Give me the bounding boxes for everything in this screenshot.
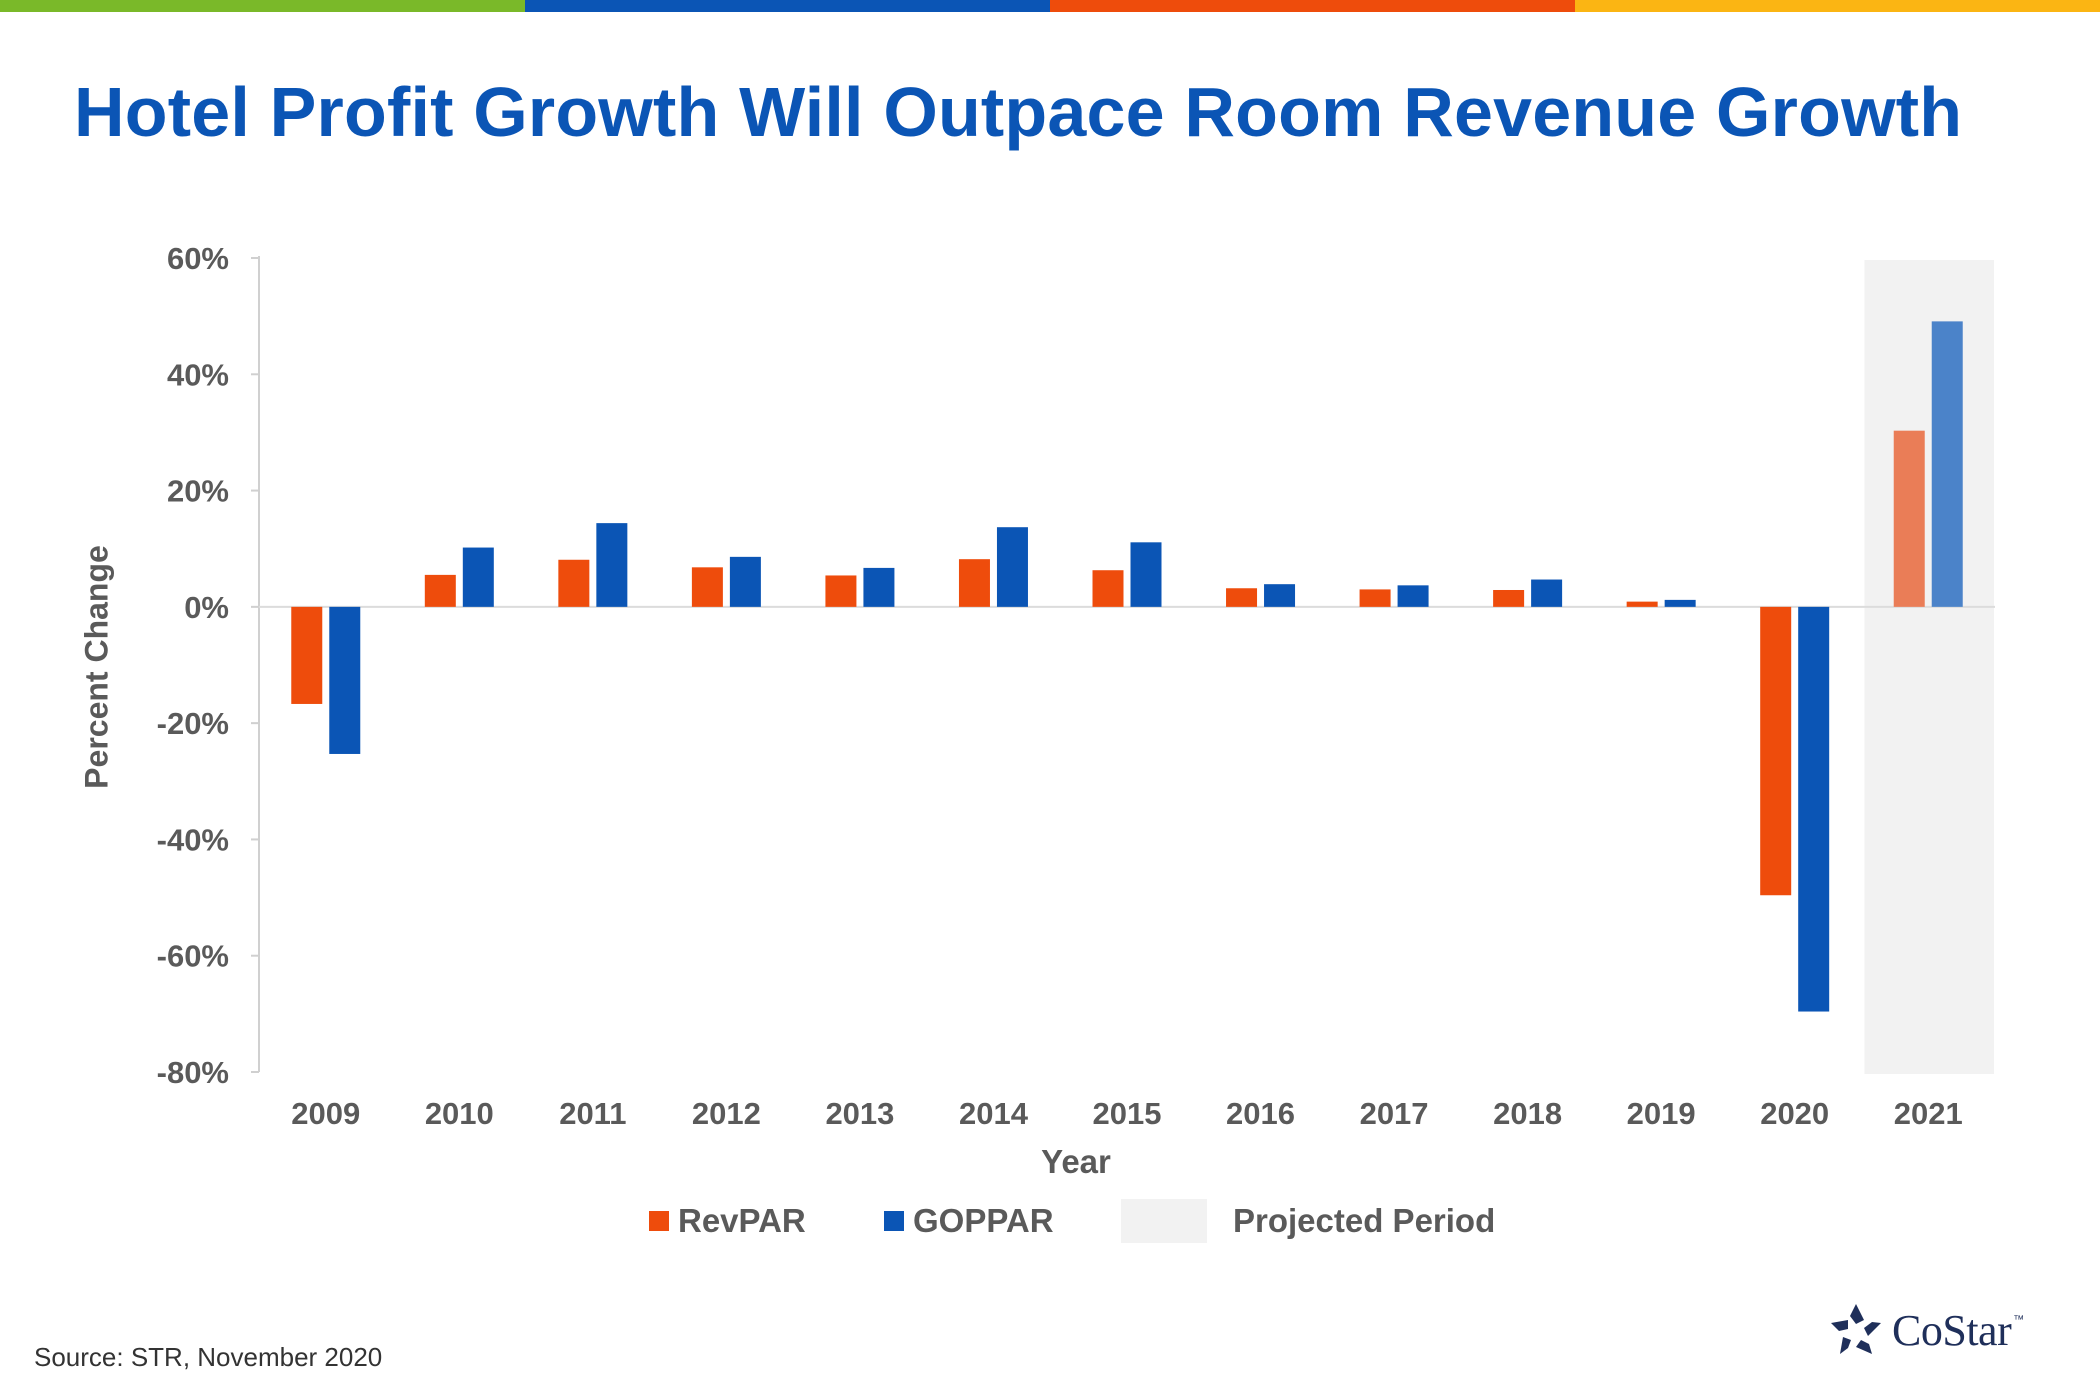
- bar-revpar-2018: [1493, 589, 1525, 607]
- top-bar-orange: [1050, 0, 1575, 12]
- bar-revpar-2016: [1226, 588, 1258, 607]
- bar-revpar-2015: [1092, 570, 1124, 607]
- y-tick-label: 20%: [167, 474, 229, 509]
- y-tick-label: -40%: [157, 822, 229, 857]
- bar-revpar-2019: [1626, 601, 1658, 607]
- legend-swatch-revpar: [649, 1211, 669, 1231]
- bar-goppar-2018: [1531, 579, 1563, 607]
- bar-goppar-2017: [1397, 585, 1429, 607]
- bar-goppar-2021: [1931, 321, 1963, 607]
- y-tick-label: 60%: [167, 241, 229, 276]
- legend-label-revpar: RevPAR: [678, 1202, 806, 1239]
- bar-goppar-2011: [596, 523, 628, 607]
- projected-period-shade: [1864, 260, 1994, 1074]
- x-tick-label-2009: 2009: [291, 1096, 360, 1131]
- x-tick-label-2017: 2017: [1360, 1096, 1429, 1131]
- x-tick-label-2011: 2011: [559, 1096, 626, 1131]
- legend-label-projected: Projected Period: [1233, 1202, 1496, 1239]
- y-tick-label: -80%: [157, 1055, 229, 1090]
- top-bar-blue: [525, 0, 1050, 12]
- costar-star-icon: [1831, 1304, 1881, 1354]
- bar-goppar-2010: [462, 547, 494, 607]
- bar-revpar-2011: [558, 559, 590, 607]
- bar-revpar-2013: [825, 575, 857, 607]
- bar-goppar-2016: [1264, 584, 1296, 607]
- x-tick-label-2012: 2012: [692, 1096, 761, 1131]
- y-axis-label: Percent Change: [78, 545, 115, 789]
- top-bar-green: [0, 0, 525, 12]
- x-tick-label-2021: 2021: [1894, 1096, 1963, 1131]
- legend-swatch-goppar: [884, 1211, 904, 1231]
- legend-label-goppar: GOPPAR: [913, 1202, 1054, 1239]
- x-tick-label-2013: 2013: [825, 1096, 894, 1131]
- bar-goppar-2012: [729, 556, 761, 607]
- x-tick-label-2020: 2020: [1760, 1096, 1829, 1131]
- x-tick-label-2018: 2018: [1493, 1096, 1562, 1131]
- x-tick-label-2010: 2010: [425, 1096, 494, 1131]
- x-tick-label-2016: 2016: [1226, 1096, 1295, 1131]
- y-tick-label: -60%: [157, 939, 229, 974]
- y-tick-label: -20%: [157, 706, 229, 741]
- source-note: Source: STR, November 2020: [34, 1342, 383, 1372]
- bar-goppar-2009: [329, 606, 361, 754]
- legend-swatch-projected: [1121, 1199, 1207, 1243]
- top-color-bar: [0, 0, 2100, 12]
- x-tick-label-2014: 2014: [959, 1096, 1029, 1131]
- bar-revpar-2017: [1359, 589, 1391, 607]
- y-tick-label: 40%: [167, 357, 229, 392]
- bar-chart: 60% 40% 20% 0% -20% -40% -60% -80% 2009 2010 2011 2…: [157, 241, 1995, 1131]
- legend-item-goppar: GOPPAR: [884, 1196, 1054, 1246]
- costar-logo: CoStar ™: [1828, 1300, 2024, 1360]
- bar-revpar-2020: [1760, 606, 1792, 896]
- x-tick-label-2019: 2019: [1627, 1096, 1696, 1131]
- bar-goppar-2019: [1664, 599, 1696, 607]
- bar-goppar-2020: [1798, 606, 1830, 1012]
- bar-revpar-2012: [691, 567, 723, 607]
- x-tick-label-2015: 2015: [1093, 1096, 1162, 1131]
- chart-legend: RevPAR GOPPAR Projected Period: [0, 1196, 2100, 1246]
- logo-trademark: ™: [2013, 1314, 2025, 1326]
- page-title: Hotel Profit Growth Will Outpace Room Re…: [74, 73, 1963, 151]
- bar-revpar-2010: [424, 574, 456, 607]
- top-bar-yellow: [1575, 0, 2100, 12]
- bar-revpar-2014: [958, 559, 990, 607]
- legend-item-revpar: RevPAR: [649, 1196, 806, 1246]
- bar-goppar-2015: [1130, 542, 1162, 607]
- bar-goppar-2013: [863, 567, 895, 607]
- bar-revpar-2009: [291, 606, 323, 704]
- bar-goppar-2014: [996, 527, 1028, 607]
- logo-text: CoStar: [1892, 1305, 2012, 1355]
- y-tick-label: 0%: [184, 590, 229, 625]
- bar-revpar-2021: [1893, 430, 1925, 607]
- x-axis-label: Year: [1041, 1143, 1111, 1180]
- legend-item-projected: Projected Period: [1121, 1196, 1495, 1246]
